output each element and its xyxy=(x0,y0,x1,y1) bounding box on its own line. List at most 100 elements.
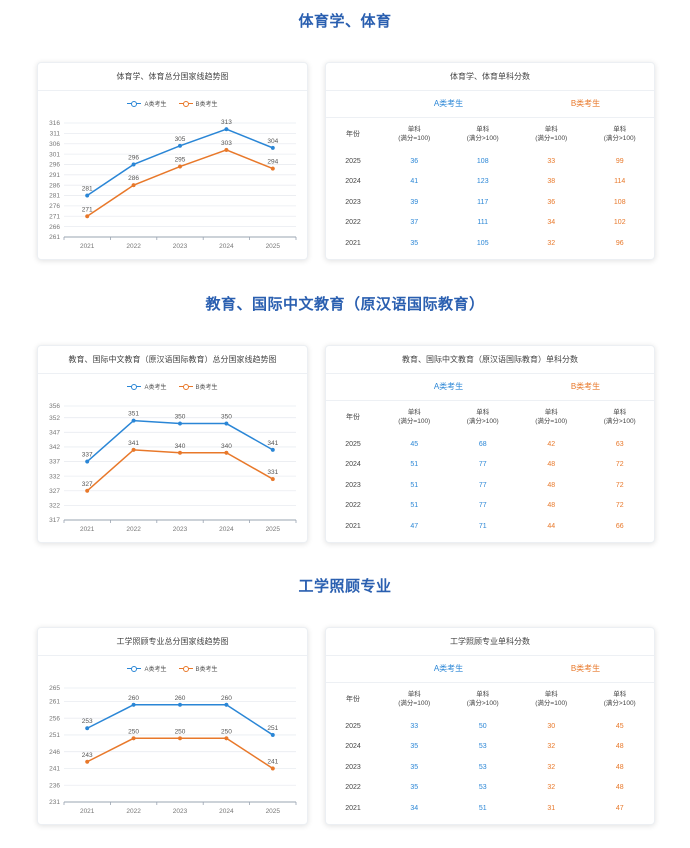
line-chart: 231 236 241 246 251 256 261 265 2021 2022 2023 2024… xyxy=(49,685,297,815)
x-tick-label: 2021 xyxy=(80,808,95,815)
table-title: 工学照顾专业单科分数 xyxy=(326,628,654,656)
score-cell-a1: 35 xyxy=(410,239,419,247)
col-header: 单科 (满分=100) xyxy=(517,682,586,716)
group-b-label: B类考生 xyxy=(517,374,654,401)
group-spacer xyxy=(326,91,380,118)
data-label: 350 xyxy=(221,414,232,421)
y-tick-label: 261 xyxy=(49,699,60,706)
table-row: 2024 35 53 32 48 xyxy=(326,737,654,758)
legend-item-b[interactable]: B类考生 xyxy=(178,664,218,673)
section-title: 教育、国际中文教育（原汉语国际教育） xyxy=(205,296,485,313)
year-cell: 2021 xyxy=(345,804,361,812)
col-header-l1: 单科 xyxy=(544,409,558,417)
line-chart: 317 322 327 332 337 342 347 352 356 2021 2022 2023 2… xyxy=(49,403,297,533)
year-cell: 2025 xyxy=(345,157,361,165)
col-header-l2: (满分>100) xyxy=(603,418,636,426)
y-tick-label: 276 xyxy=(49,203,60,210)
x-tick-label: 2024 xyxy=(219,808,234,815)
col-header-l2: (满分>100) xyxy=(603,135,636,143)
score-table: A类考生 B类考生 年份 单科 (满分=100) 单科 (满分>100) 单科 (满分… xyxy=(326,91,654,254)
data-label: 294 xyxy=(267,159,278,166)
score-cell-a1: 41 xyxy=(410,178,419,186)
y-tick-label: 356 xyxy=(49,403,60,410)
y-tick-label: 261 xyxy=(49,234,60,241)
table-row: 2021 34 51 31 47 xyxy=(326,798,654,819)
chart-title: 工学照顾专业总分国家线趋势图 xyxy=(38,628,307,656)
data-point xyxy=(270,447,275,452)
col-header: 单科 (满分=100) xyxy=(380,682,449,716)
data-label: 341 xyxy=(267,440,278,447)
x-tick-label: 2023 xyxy=(173,526,188,533)
data-label: 271 xyxy=(82,206,93,213)
legend-label-a: A类考生 xyxy=(144,102,167,108)
data-point xyxy=(131,418,136,423)
x-tick-label: 2023 xyxy=(173,808,188,815)
score-cell-b2: 99 xyxy=(615,157,624,165)
legend-swatch-a xyxy=(127,665,142,672)
data-point xyxy=(177,702,183,707)
table-row: 2021 47 71 44 66 xyxy=(326,516,654,537)
score-table: A类考生 B类考生 年份 单科 (满分=100) 单科 (满分>100) 单科 (满分… xyxy=(326,656,654,819)
section-title: 体育学、体育 xyxy=(298,13,392,30)
score-table: A类考生 B类考生 年份 单科 (满分=100) 单科 (满分>100) 单科 (满分… xyxy=(326,374,654,537)
y-tick-label: 347 xyxy=(49,430,60,437)
score-cell-a1: 51 xyxy=(410,481,419,489)
y-tick-label: 306 xyxy=(49,141,60,148)
year-cell: 2025 xyxy=(345,440,361,448)
data-point xyxy=(270,166,275,171)
col-header-l2: (满分=100) xyxy=(535,135,568,143)
legend-item-b[interactable]: B类考生 xyxy=(178,99,218,108)
score-table-card: 教育、国际中文教育（原汉语国际教育）单科分数 A类考生 B类考生 年份 单科 (满… xyxy=(325,345,655,543)
score-cell-a2: 50 xyxy=(478,722,487,730)
y-tick-label: 291 xyxy=(49,172,60,179)
series-line-a xyxy=(86,419,274,463)
legend-item-b[interactable]: B类考生 xyxy=(178,382,218,391)
data-label: 250 xyxy=(175,728,186,735)
data-point xyxy=(224,702,229,707)
year-cell: 2024 xyxy=(345,178,361,186)
score-cell-a1: 36 xyxy=(410,157,419,165)
data-point xyxy=(85,214,90,219)
col-header-l2: (满分=100) xyxy=(398,135,431,143)
score-cell-a1: 35 xyxy=(410,784,419,792)
col-header-l2: (满分>100) xyxy=(466,700,499,708)
x-tick-label: 2024 xyxy=(219,526,234,533)
score-cell-b2: 48 xyxy=(615,743,624,751)
col-header: 单科 (满分=100) xyxy=(380,117,449,151)
y-tick-label: 311 xyxy=(50,131,61,138)
data-label: 351 xyxy=(128,411,139,418)
score-cell-b2: 72 xyxy=(615,502,624,510)
col-header: 单科 (满分>100) xyxy=(449,117,518,151)
data-label: 260 xyxy=(175,695,186,702)
score-cell-b2: 102 xyxy=(613,219,626,227)
data-point xyxy=(224,127,229,132)
score-cell-b1: 32 xyxy=(547,784,556,792)
y-tick-label: 246 xyxy=(49,749,60,756)
data-point xyxy=(85,193,90,198)
y-tick-label: 337 xyxy=(49,459,60,466)
data-label: 260 xyxy=(128,695,139,702)
legend-item-a[interactable]: A类考生 xyxy=(127,99,167,108)
data-label: 331 xyxy=(267,469,278,476)
y-tick-label: 231 xyxy=(49,799,60,806)
data-point xyxy=(270,732,275,737)
data-label: 313 xyxy=(221,119,232,126)
score-cell-b1: 34 xyxy=(547,219,556,227)
data-point xyxy=(224,147,229,152)
data-label: 241 xyxy=(267,758,278,765)
data-point xyxy=(224,450,229,455)
score-cell-a2: 108 xyxy=(476,157,489,165)
legend-item-a[interactable]: A类考生 xyxy=(127,664,167,673)
legend-label-b: B类考生 xyxy=(195,667,218,673)
data-point xyxy=(224,421,229,426)
col-header-l1: 单科 xyxy=(613,126,627,134)
legend-swatch-b xyxy=(178,665,193,672)
data-label: 340 xyxy=(175,443,186,450)
data-label: 250 xyxy=(128,728,139,735)
legend-label-a: A类考生 xyxy=(144,385,167,391)
x-tick-label: 2021 xyxy=(80,526,95,533)
legend-item-a[interactable]: A类考生 xyxy=(127,382,167,391)
chart-title: 体育学、体育总分国家线趋势图 xyxy=(38,63,307,91)
data-label: 304 xyxy=(267,138,278,145)
col-header-l1: 单科 xyxy=(407,409,421,417)
